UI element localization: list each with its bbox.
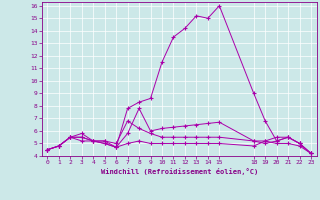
X-axis label: Windchill (Refroidissement éolien,°C): Windchill (Refroidissement éolien,°C): [100, 168, 258, 175]
